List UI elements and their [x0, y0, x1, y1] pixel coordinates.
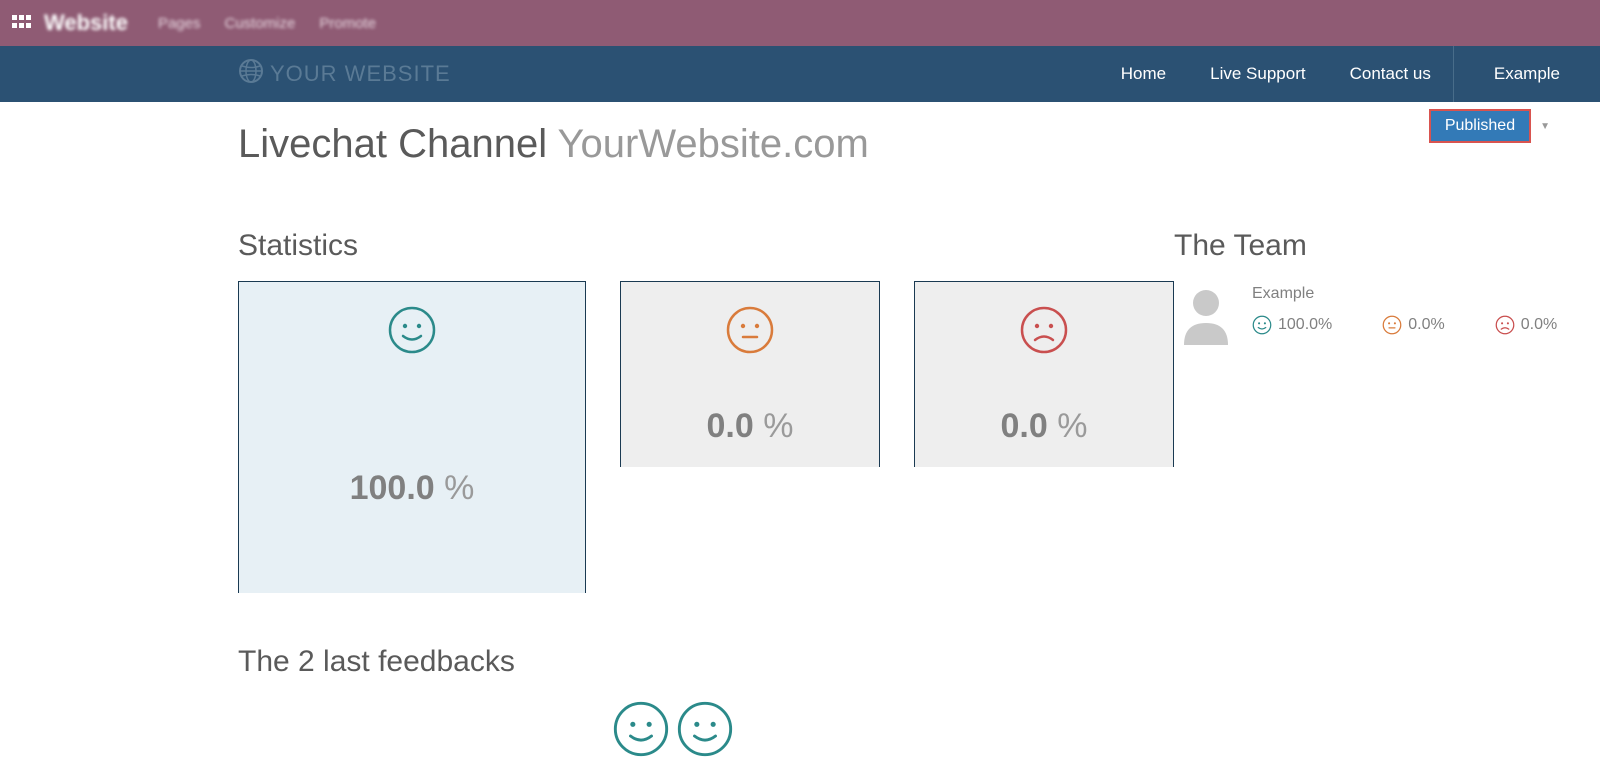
sad-face-icon: [915, 306, 1173, 359]
stat-happy-unit: %: [444, 469, 474, 507]
nav-link-contact[interactable]: Contact us: [1328, 46, 1453, 102]
team-sad-value: 0.0%: [1521, 316, 1557, 334]
page-title-prefix: Livechat Channel: [238, 122, 547, 166]
globe-icon: [238, 58, 264, 90]
team-stat-sad: 0.0%: [1495, 315, 1557, 335]
stat-card-sad: 0.0 %: [914, 281, 1174, 467]
avatar-icon: [1174, 281, 1238, 345]
page-content: Published ▼ Livechat Channel YourWebsite…: [0, 102, 1600, 762]
app-top-bar: Website Pages Customize Promote: [0, 0, 1600, 46]
team-stat-neutral: 0.0%: [1382, 315, 1444, 335]
nav-user[interactable]: Example: [1453, 46, 1600, 102]
stat-happy-number: 100.0: [350, 469, 435, 507]
feedbacks-title: The 2 last feedbacks: [238, 645, 1174, 679]
feedback-happy-icon: [613, 701, 669, 762]
stat-neutral-unit: %: [763, 407, 793, 445]
publish-area: Published ▼: [1430, 110, 1560, 142]
apps-icon[interactable]: [12, 13, 32, 33]
site-logo-text: YOUR WEBSITE: [270, 61, 451, 87]
neutral-face-icon: [621, 306, 879, 359]
app-title[interactable]: Website: [44, 10, 128, 36]
publish-button[interactable]: Published: [1430, 110, 1530, 142]
stat-sad-unit: %: [1057, 407, 1087, 445]
top-bar-links: Pages Customize Promote: [158, 15, 376, 32]
statistics-title: Statistics: [238, 229, 1174, 263]
team-neutral-value: 0.0%: [1408, 316, 1444, 334]
stat-card-happy: 100.0 %: [238, 281, 586, 593]
stat-sad-number: 0.0: [1001, 407, 1048, 445]
team-stats: 100.0% 0.0% 0.0%: [1252, 315, 1560, 335]
team-member: Example 100.0% 0.0% 0.0%: [1174, 281, 1560, 345]
top-link-customize[interactable]: Customize: [225, 15, 296, 32]
feedback-happy-icon: [677, 701, 733, 762]
feedback-faces: [613, 701, 1174, 762]
site-logo[interactable]: YOUR WEBSITE: [238, 58, 451, 90]
top-link-pages[interactable]: Pages: [158, 15, 201, 32]
team-title: The Team: [1174, 229, 1560, 263]
nav-right: Home Live Support Contact us Example: [1099, 46, 1600, 102]
publish-caret-icon[interactable]: ▼: [1530, 115, 1560, 138]
top-link-promote[interactable]: Promote: [319, 15, 376, 32]
team-info: Example 100.0% 0.0% 0.0%: [1252, 281, 1560, 335]
statistics-column: Statistics 100.0 % 0.0: [238, 229, 1174, 762]
stat-neutral-number: 0.0: [707, 407, 754, 445]
nav-link-home[interactable]: Home: [1099, 46, 1188, 102]
page-title: Livechat Channel YourWebsite.com: [238, 102, 1560, 167]
site-nav-bar: YOUR WEBSITE Home Live Support Contact u…: [0, 46, 1600, 102]
team-happy-value: 100.0%: [1278, 316, 1332, 334]
stat-value-happy: 100.0 %: [239, 469, 585, 508]
stat-card-neutral: 0.0 %: [620, 281, 880, 467]
stat-value-neutral: 0.0 %: [621, 407, 879, 446]
nav-link-live-support[interactable]: Live Support: [1188, 46, 1327, 102]
team-stat-happy: 100.0%: [1252, 315, 1332, 335]
team-member-name: Example: [1252, 285, 1560, 303]
team-column: The Team Example 100.0% 0.0%: [1174, 229, 1560, 345]
stat-cards: 100.0 % 0.0 %: [238, 281, 1174, 593]
main-columns: Statistics 100.0 % 0.0: [238, 229, 1560, 762]
stat-value-sad: 0.0 %: [915, 407, 1173, 446]
happy-face-icon: [239, 306, 585, 359]
page-title-domain: YourWebsite.com: [558, 122, 869, 166]
